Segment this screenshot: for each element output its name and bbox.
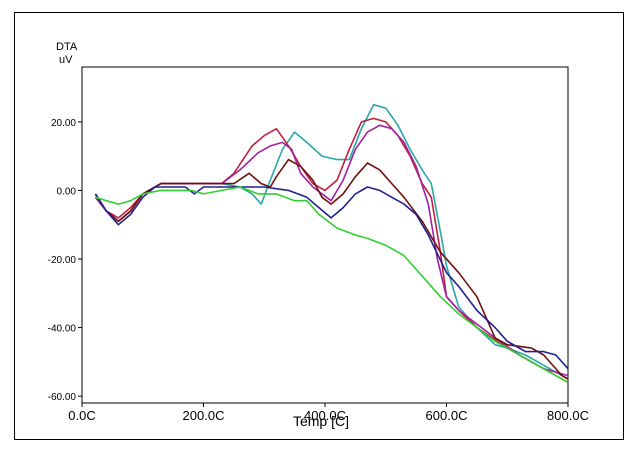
x-tick-label: 0.0C xyxy=(68,408,95,423)
x-tick-label: 400.0C xyxy=(304,408,346,423)
y-tick-label: -40.00 xyxy=(48,324,77,335)
series-line-6 xyxy=(95,186,569,384)
y-axis-label: DTA xyxy=(56,41,78,53)
y-tick-label: 20.00 xyxy=(51,118,76,129)
plot-area xyxy=(81,66,569,404)
x-axis-label: Temp [C] xyxy=(293,413,349,429)
dta-chart: 20.00 0.00 -20.00 -40.00 -60.00 0.0C 200.0C 400… xyxy=(48,66,589,429)
series-line-5 xyxy=(94,186,569,370)
y-tick-label: 0.00 xyxy=(57,186,77,197)
chart-frame: 20.00 0.00 -20.00 -40.00 -60.00 0.0C 200.0C 400… xyxy=(14,12,624,440)
x-tick-label: 600.0C xyxy=(426,408,468,423)
x-tick-label: 200.0C xyxy=(183,408,225,423)
x-tick-label: 800.0C xyxy=(547,408,589,423)
series-line-4 xyxy=(94,158,569,380)
y-tick-label: -60.00 xyxy=(48,392,77,403)
y-tick-label: -20.00 xyxy=(48,255,77,266)
y-axis-unit: uV xyxy=(59,54,73,66)
